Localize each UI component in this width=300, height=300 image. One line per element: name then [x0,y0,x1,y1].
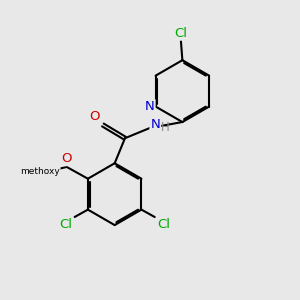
Text: Cl: Cl [174,27,188,40]
Text: N: N [150,118,160,131]
Text: methoxy: methoxy [20,167,60,176]
Text: H: H [161,121,170,134]
Text: N: N [145,100,154,113]
Text: O: O [89,110,100,123]
Text: Cl: Cl [157,218,170,231]
Text: Cl: Cl [59,218,72,231]
Text: O: O [61,152,72,165]
